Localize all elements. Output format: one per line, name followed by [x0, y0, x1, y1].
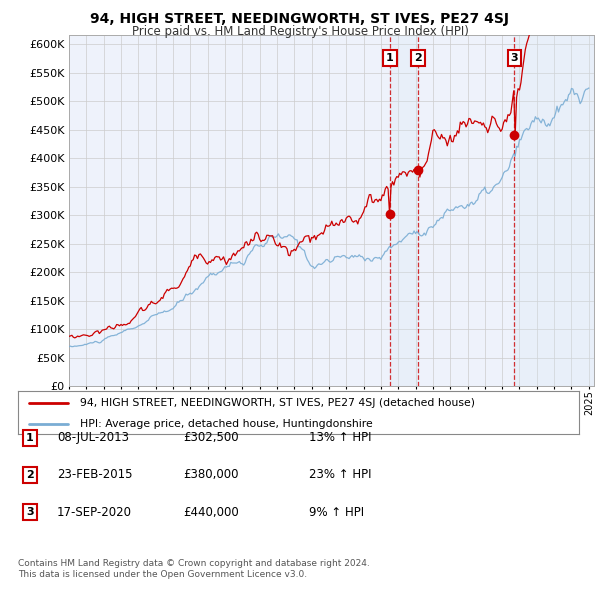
Bar: [390, 35, 418, 386]
Text: This data is licensed under the Open Government Licence v3.0.: This data is licensed under the Open Gov…: [18, 571, 307, 579]
Text: 23% ↑ HPI: 23% ↑ HPI: [309, 468, 371, 481]
Text: 94, HIGH STREET, NEEDINGWORTH, ST IVES, PE27 4SJ (detached house): 94, HIGH STREET, NEEDINGWORTH, ST IVES, …: [80, 398, 475, 408]
Text: 3: 3: [511, 53, 518, 63]
Text: 17-SEP-2020: 17-SEP-2020: [57, 506, 132, 519]
Text: 08-JUL-2013: 08-JUL-2013: [57, 431, 129, 444]
Text: £302,500: £302,500: [183, 431, 239, 444]
Text: 13% ↑ HPI: 13% ↑ HPI: [309, 431, 371, 444]
Text: Price paid vs. HM Land Registry's House Price Index (HPI): Price paid vs. HM Land Registry's House …: [131, 25, 469, 38]
Text: 1: 1: [386, 53, 394, 63]
Text: 2: 2: [26, 470, 34, 480]
Bar: [514, 35, 594, 386]
Text: Contains HM Land Registry data © Crown copyright and database right 2024.: Contains HM Land Registry data © Crown c…: [18, 559, 370, 568]
Text: 94, HIGH STREET, NEEDINGWORTH, ST IVES, PE27 4SJ: 94, HIGH STREET, NEEDINGWORTH, ST IVES, …: [91, 12, 509, 26]
Text: 2: 2: [414, 53, 422, 63]
Text: HPI: Average price, detached house, Huntingdonshire: HPI: Average price, detached house, Hunt…: [80, 419, 373, 429]
Text: 1: 1: [26, 433, 34, 442]
Text: £380,000: £380,000: [183, 468, 239, 481]
Text: 3: 3: [26, 507, 34, 517]
Text: £440,000: £440,000: [183, 506, 239, 519]
Text: 9% ↑ HPI: 9% ↑ HPI: [309, 506, 364, 519]
Text: 23-FEB-2015: 23-FEB-2015: [57, 468, 133, 481]
